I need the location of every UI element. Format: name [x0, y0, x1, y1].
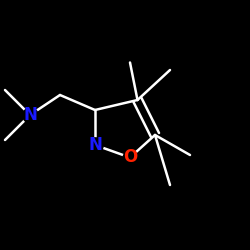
Text: O: O	[123, 148, 137, 166]
Text: N: N	[88, 136, 102, 154]
Text: N: N	[23, 106, 37, 124]
